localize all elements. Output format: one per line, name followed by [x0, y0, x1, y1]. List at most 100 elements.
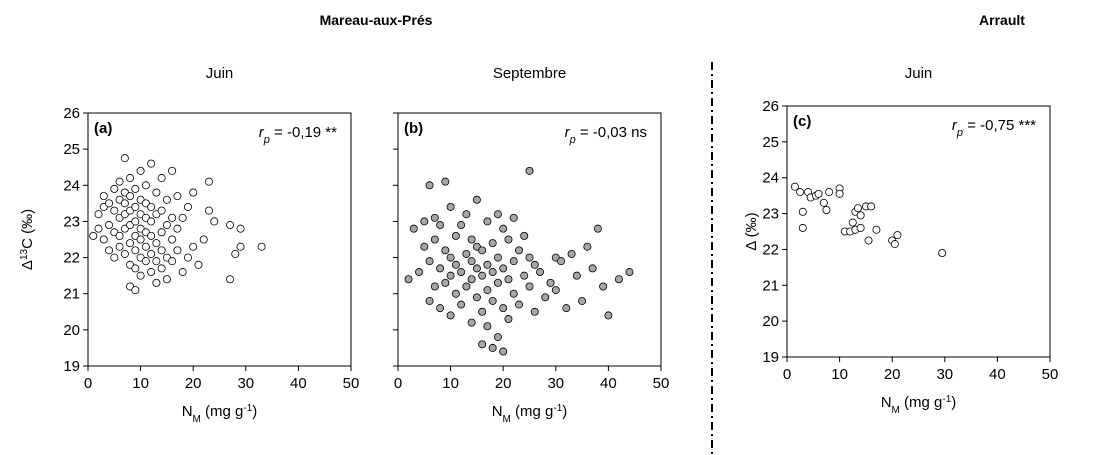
point: [856, 223, 865, 232]
y-tick-label: 24: [762, 170, 779, 187]
point: [822, 205, 831, 214]
point: [483, 260, 492, 269]
point: [147, 217, 156, 226]
label-part: M: [193, 414, 201, 425]
point: [890, 240, 899, 249]
point: [525, 282, 534, 291]
point: [157, 246, 166, 255]
point: [173, 224, 182, 233]
point: [462, 249, 471, 258]
point: [441, 278, 450, 287]
point: [478, 246, 487, 255]
x-tick-label: 50: [1042, 366, 1059, 383]
point: [430, 282, 439, 291]
label-part: M: [503, 414, 511, 425]
point: [848, 218, 857, 227]
point: [189, 242, 198, 251]
x-tick-label: 30: [237, 375, 254, 392]
point: [420, 242, 429, 251]
point: [509, 289, 518, 298]
point: [436, 221, 445, 230]
point: [120, 154, 129, 163]
annotation-sub: p: [956, 127, 963, 139]
x-axis-label: NM (mg g-1): [182, 403, 258, 425]
point: [530, 260, 539, 269]
point: [131, 246, 140, 255]
point: [867, 202, 876, 211]
point: [604, 311, 613, 320]
point: [147, 249, 156, 258]
point: [152, 239, 161, 248]
y-tick-label: 23: [762, 206, 779, 223]
annotation-text: = -0,03 ns: [576, 124, 647, 141]
panel-title: Septembre: [493, 65, 566, 82]
point: [430, 213, 439, 222]
label-part: N: [182, 403, 193, 420]
annotation-sub: p: [263, 134, 270, 146]
point: [493, 333, 502, 342]
point: [583, 242, 592, 251]
point: [425, 181, 434, 190]
point: [625, 268, 634, 277]
point: [257, 242, 266, 251]
label-part: N: [492, 403, 503, 420]
point: [99, 192, 108, 201]
point: [462, 282, 471, 291]
point: [204, 206, 213, 215]
point: [796, 188, 805, 197]
label-part: -1: [243, 403, 252, 414]
point: [864, 236, 873, 245]
y-tick-label: 22: [63, 250, 80, 267]
point: [136, 235, 145, 244]
point: [226, 275, 235, 284]
point: [157, 174, 166, 183]
point: [938, 249, 947, 258]
point: [493, 278, 502, 287]
point: [173, 246, 182, 255]
point: [472, 195, 481, 204]
point: [467, 235, 476, 244]
point: [178, 213, 187, 222]
point: [493, 210, 502, 219]
point: [488, 239, 497, 248]
point: [136, 166, 145, 175]
label-part: -1: [942, 394, 951, 405]
point: [168, 257, 177, 266]
point: [162, 195, 171, 204]
point: [141, 181, 150, 190]
point: [483, 322, 492, 331]
point: [157, 206, 166, 215]
x-tick-label: 40: [290, 375, 307, 392]
point: [536, 268, 545, 277]
y-tick-label: 25: [762, 134, 779, 151]
point: [525, 253, 534, 262]
x-tick-label: 20: [884, 366, 901, 383]
point: [488, 343, 497, 352]
x-tick-label: 30: [936, 366, 953, 383]
label-part: N: [881, 394, 892, 411]
point: [893, 231, 902, 240]
point: [420, 217, 429, 226]
point: [178, 268, 187, 277]
y-tick-label: 26: [762, 98, 779, 115]
point: [588, 264, 597, 273]
point: [136, 271, 145, 280]
annotation-r: r: [259, 124, 265, 141]
point: [425, 296, 434, 305]
panel-label: (a): [94, 120, 112, 137]
x-tick-label: 10: [442, 375, 459, 392]
point: [141, 257, 150, 266]
point: [236, 224, 245, 233]
y-tick-label: 23: [63, 213, 80, 230]
point: [467, 275, 476, 284]
point: [110, 253, 119, 262]
point: [541, 293, 550, 302]
point: [530, 307, 539, 316]
point: [457, 268, 466, 277]
point: [189, 188, 198, 197]
point: [183, 202, 192, 211]
point: [131, 264, 140, 273]
point: [478, 307, 487, 316]
point: [520, 231, 529, 240]
